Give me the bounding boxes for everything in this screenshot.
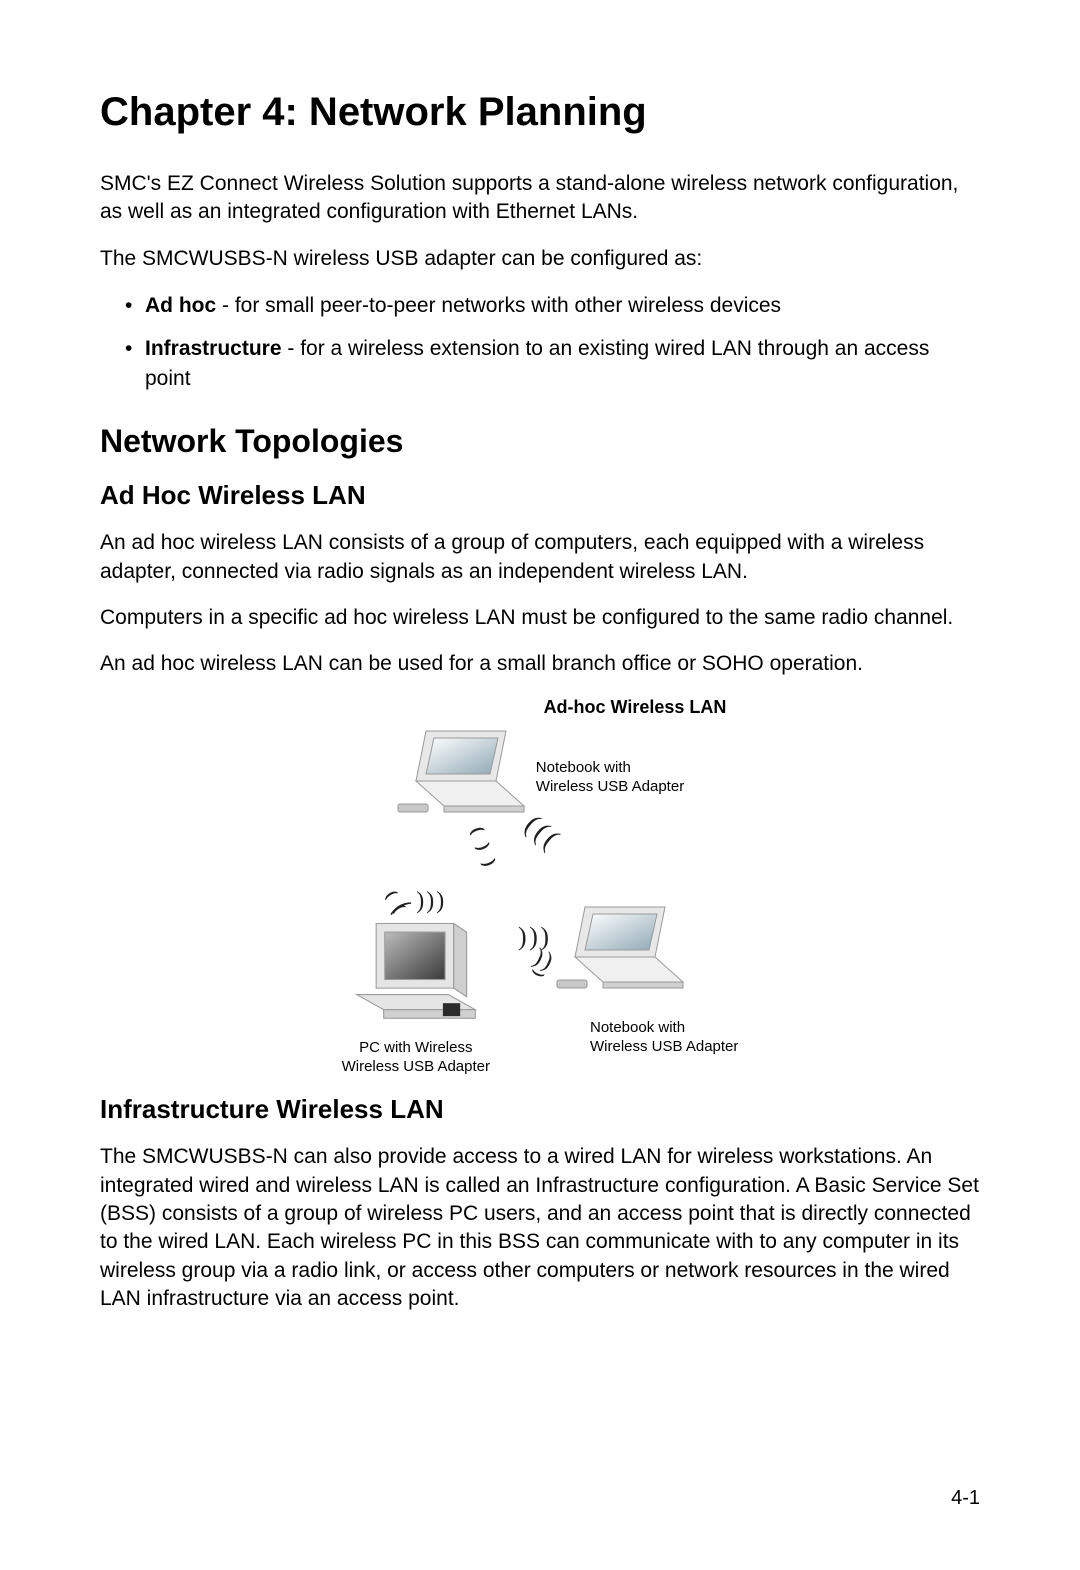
laptop-icon (396, 726, 526, 831)
laptop-icon (555, 902, 685, 1007)
wave-right-icon: ) ) ) (416, 894, 442, 908)
page-number: 4-1 (951, 1487, 980, 1510)
label-line-1: Notebook with (590, 1019, 685, 1036)
diagram-lower-row: ⌢⌢⁀ ) ) ) (342, 883, 739, 1076)
wave-left-icon: ⌢⌣⌣ (465, 819, 498, 872)
bullet-rest: - for small peer-to-peer networks with o… (216, 294, 781, 317)
wave-right-icon: ) ) ) (502, 816, 559, 875)
pc-with-waves: ⌢⌢⁀ ) ) ) (389, 883, 442, 910)
document-page: Chapter 4: Network Planning SMC's EZ Con… (0, 0, 1080, 1570)
label-line-1: Notebook with (536, 759, 631, 776)
label-line-1: PC with Wireless (359, 1039, 472, 1056)
chapter-title: Chapter 4: Network Planning (100, 90, 980, 135)
intro-paragraph-1: SMC's EZ Connect Wireless Solution suppo… (100, 170, 980, 227)
wave-downleft-icon: ( (⌣ (528, 950, 555, 983)
diagram-node-label: Notebook with Wireless USB Adapter (536, 759, 684, 797)
bullet-term: Infrastructure (145, 337, 282, 360)
bullet-infrastructure: Infrastructure - for a wireless extensio… (125, 334, 980, 393)
subsection-adhoc: Ad Hoc Wireless LAN (100, 480, 980, 511)
bullet-term: Ad hoc (145, 294, 216, 317)
section-network-topologies: Network Topologies (100, 423, 980, 460)
label-line-2: Wireless USB Adapter (536, 778, 684, 795)
diagram-node-label: Notebook with Wireless USB Adapter (590, 1019, 738, 1057)
subsection-infrastructure: Infrastructure Wireless LAN (100, 1094, 980, 1125)
radio-waves-icon: ⌢⌣⌣ ) ) ) (473, 821, 546, 871)
diagram-title: Ad-hoc Wireless LAN (280, 697, 800, 718)
diagram-body: Notebook with Wireless USB Adapter ⌢⌣⌣ )… (280, 726, 800, 1077)
config-bullet-list: Ad hoc - for small peer-to-peer networks… (100, 291, 980, 393)
infra-paragraph-1: The SMCWUSBS-N can also provide access t… (100, 1143, 980, 1313)
label-line-2: Wireless USB Adapter (590, 1038, 738, 1055)
adhoc-paragraph-3: An ad hoc wireless LAN can be used for a… (100, 650, 980, 678)
adhoc-diagram: Ad-hoc Wireless LAN (280, 697, 800, 1077)
diagram-node-pc: ⌢⌢⁀ ) ) ) (342, 883, 490, 1076)
wave-left-icon: ( ( ( (520, 929, 549, 945)
diagram-node-label: PC with Wireless Wireless USB Adapter (342, 1039, 490, 1077)
bullet-adhoc: Ad hoc - for small peer-to-peer networks… (125, 291, 980, 320)
label-line-2: Wireless USB Adapter (342, 1058, 490, 1075)
intro-paragraph-2: The SMCWUSBS-N wireless USB adapter can … (100, 245, 980, 273)
adhoc-paragraph-2: Computers in a specific ad hoc wireless … (100, 604, 980, 632)
diagram-node-laptop-right: ( ( ( ( (⌣ (520, 902, 738, 1057)
adhoc-paragraph-1: An ad hoc wireless LAN consists of a gro… (100, 529, 980, 586)
